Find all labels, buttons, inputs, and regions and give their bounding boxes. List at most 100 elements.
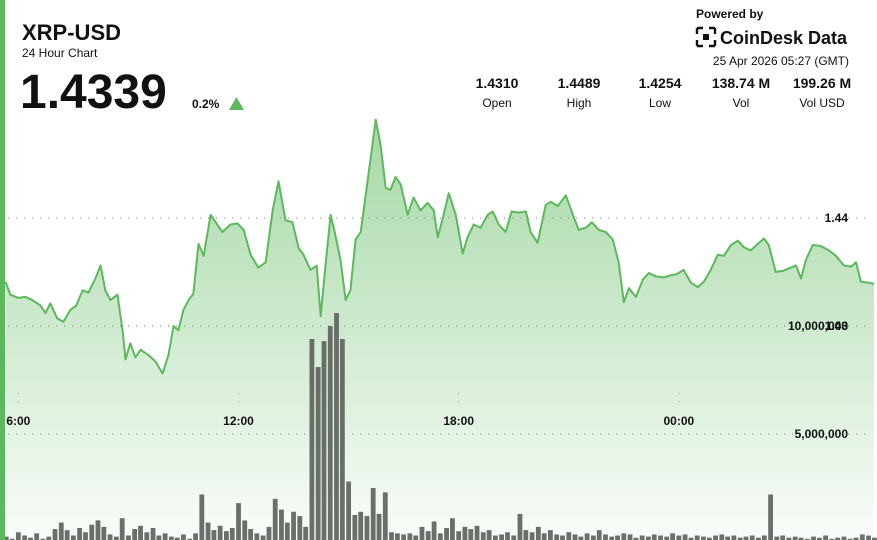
volume-bar [144,532,150,540]
label-layer: 1.43 1.44 6:00 12:00 18:00 00:00 5,000,000 10,0… [6,211,848,441]
volume-bar [756,537,761,540]
volume-bar [52,529,58,540]
volume-bar [132,529,138,540]
volume-bar [437,533,443,540]
stat-label: Vol [733,96,750,110]
x-tick-label: 18:00 [443,414,474,428]
fill-layer [5,119,875,540]
volume-bar [554,534,560,540]
volume-bar [22,535,27,540]
volume-bar [786,537,792,540]
volume-bar [229,527,235,540]
volume-bar [566,532,572,540]
volume-bar [792,536,798,540]
volume-bar [358,511,364,540]
stat-value: 1.4254 [639,75,682,91]
volume-bar [150,527,156,540]
volume-bar [621,533,627,540]
volume-bar [297,516,303,540]
stat-value: 199.26 M [793,75,851,91]
volume-bar [181,534,186,540]
y-tick-label: 1.44 [825,211,849,225]
volume-bar [83,532,88,540]
volume-bar [468,529,474,540]
volume-bar [46,536,52,540]
volume-bar [572,534,578,540]
volume-bar [651,534,657,540]
volume-bar [725,536,731,540]
x-tick-label: 00:00 [663,414,694,428]
volume-bar [816,537,822,540]
volume-bar [382,492,388,540]
volume-bar [761,535,767,540]
volume-bar [615,535,620,540]
volume-bar [260,535,266,540]
volume-bar [376,513,382,540]
volume-bar [450,518,455,540]
accent-bar [0,0,5,540]
volume-bar [419,526,425,540]
volume-bar [3,536,9,540]
stat-value: 1.4489 [558,75,601,91]
volume-bar [321,341,327,540]
volume-bar [596,530,602,540]
subtitle: 24 Hour Chart [22,46,98,60]
volume-bar [492,535,498,540]
stat-label: Vol USD [799,96,845,110]
volume-bar [291,511,296,540]
volume-bar [609,536,615,540]
volume-bar [309,338,315,540]
volume-bar [823,535,829,540]
y-tick-label: 10,000,000 [788,319,848,333]
volume-bar [327,326,333,540]
volume-bar [706,537,712,540]
volume-bar [107,534,113,540]
volume-bar [113,536,119,540]
title: XRP-USD [22,20,121,45]
volume-bar [866,535,871,540]
volume-bar [431,521,437,540]
volume-bar [28,537,33,540]
brand-logo [695,26,717,48]
volume-bar [853,537,859,540]
bar-layer [0,313,877,540]
volume-bar [829,538,835,540]
volume-bar [370,488,376,540]
x-tick-label: 12:00 [223,414,254,428]
volume-bar [119,518,125,540]
volume-bar [719,534,725,540]
price-line [4,118,875,375]
volume-bar [578,536,584,540]
area-fill [5,119,875,540]
volume-bar [462,526,468,540]
volume-bar [205,522,211,540]
volume-bar [248,529,254,540]
volume-bar [798,537,804,540]
volume-bar [284,522,290,540]
volume-bar [162,533,168,540]
timestamp: 25 Apr 2026 05:27 (GMT) [713,54,849,68]
volume-bar [688,537,694,540]
volume-bar [841,536,847,540]
volume-bar [364,516,370,540]
up-arrow [229,97,244,110]
volume-bar [339,338,345,540]
volume-bar [560,535,565,540]
stat-label: Open [482,96,511,110]
volume-bar [58,522,64,540]
volume-bar [40,538,46,540]
volume-bar [34,533,40,540]
volume-bar [505,532,510,540]
volume-bar [77,527,83,540]
volume-bar [701,536,706,540]
stat-value: 138.74 M [712,75,770,91]
volume-bar [193,533,198,540]
volume-bar [731,535,737,540]
volume-bar [847,538,853,540]
volume-bar [224,531,229,540]
volume-bar [456,531,462,540]
volume-bar [523,530,529,540]
volume-bar [713,535,718,540]
volume-bar [517,513,523,540]
